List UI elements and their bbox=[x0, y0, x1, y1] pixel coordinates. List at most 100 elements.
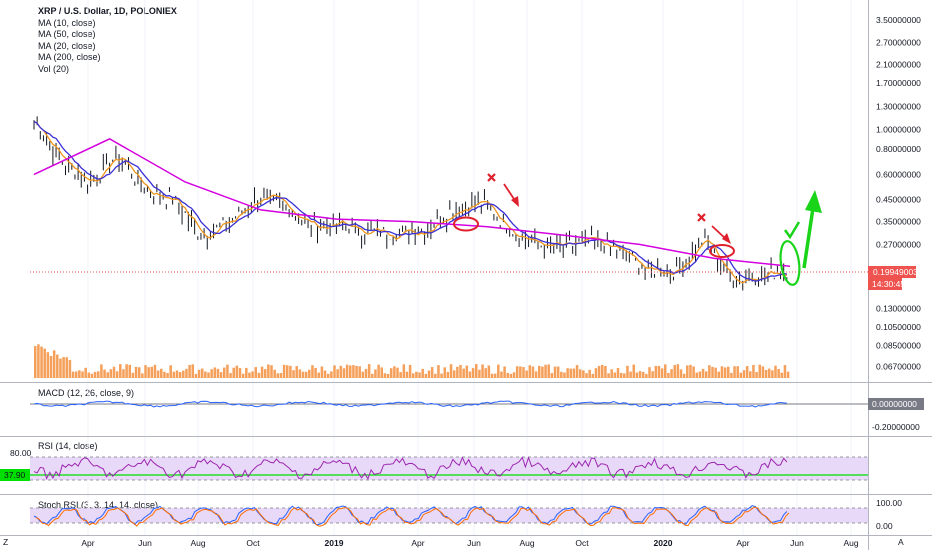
volume-bar-94 bbox=[330, 371, 333, 378]
volume-bar-108 bbox=[374, 369, 377, 378]
volume-bar-200 bbox=[664, 364, 667, 378]
volume-bar-72 bbox=[260, 366, 264, 378]
volume-bar-99 bbox=[345, 364, 349, 378]
macd-axis[interactable]: 0.00000000 -0.20000000 bbox=[868, 398, 924, 432]
rsi-band bbox=[30, 457, 868, 480]
volume-bar-65 bbox=[238, 367, 242, 378]
volume-bar-13 bbox=[74, 371, 78, 378]
volume-bar-238 bbox=[783, 365, 787, 378]
last-price-tag: 0.19949003 14:30:45 0. bbox=[868, 266, 918, 290]
volume-bar-0 bbox=[34, 346, 37, 378]
rsi-label[interactable]: RSI (14, close) bbox=[38, 441, 98, 451]
volume-bar-21 bbox=[100, 364, 103, 378]
rsi-line bbox=[33, 456, 788, 480]
volume-bar-115 bbox=[396, 367, 399, 378]
volume-bar-222 bbox=[733, 366, 736, 378]
legend-ma20[interactable]: MA (20, close) bbox=[38, 40, 96, 51]
price-tick-6: 0.80000000 bbox=[876, 144, 921, 154]
price-tick-10: 0.27000000 bbox=[876, 239, 921, 249]
volume-bar-117 bbox=[402, 364, 406, 378]
volume-bar-190 bbox=[632, 364, 636, 378]
volume-bar-29 bbox=[125, 364, 128, 378]
volume-bar-143 bbox=[484, 368, 487, 378]
legend-ma200[interactable]: MA (200, close) bbox=[38, 52, 101, 62]
volume-bar-40 bbox=[160, 368, 163, 378]
volume-bar-123 bbox=[421, 368, 424, 378]
volume-bar-93 bbox=[326, 373, 330, 378]
volume-bar-55 bbox=[207, 372, 210, 378]
stoch-tick-0: 0.00 bbox=[876, 521, 893, 531]
stoch-tick-100: 100.00 bbox=[876, 498, 902, 508]
volume-bar-103 bbox=[358, 366, 361, 378]
volume-bar-125 bbox=[427, 370, 431, 378]
stoch-label[interactable]: Stoch RSI (3, 3, 14, 14, close) bbox=[38, 500, 159, 510]
time-label-4: 2019 bbox=[325, 538, 344, 548]
volume-bar-196 bbox=[651, 371, 654, 378]
volume-bar-43 bbox=[169, 365, 172, 378]
volume-bar-98 bbox=[342, 368, 346, 378]
price-tick-13: 0.08500000 bbox=[876, 341, 921, 351]
red-x-marker bbox=[487, 173, 496, 182]
volume-bar-127 bbox=[434, 373, 437, 378]
volume-bar-162 bbox=[544, 364, 547, 378]
volume-bar-2 bbox=[40, 346, 43, 378]
volume-bar-136 bbox=[462, 368, 465, 378]
volume-bar-25 bbox=[112, 366, 116, 378]
legend-vol[interactable]: Vol (20) bbox=[38, 63, 70, 74]
timezone-button[interactable]: Z bbox=[3, 537, 8, 547]
volume-bar-194 bbox=[645, 373, 648, 378]
volume-bar-184 bbox=[613, 372, 617, 378]
volume-bar-23 bbox=[106, 372, 109, 378]
volume-bar-171 bbox=[572, 368, 576, 378]
volume-bar-61 bbox=[226, 364, 229, 378]
red-circle-marker bbox=[453, 216, 479, 232]
volume-bar-126 bbox=[430, 367, 434, 378]
time-label-10: Apr bbox=[736, 538, 749, 548]
macd-tick-0: 0.00000000 bbox=[872, 399, 917, 409]
time-label-1: Jun bbox=[138, 538, 152, 548]
price-tick-14: 0.06700000 bbox=[876, 361, 921, 371]
volume-bar-18 bbox=[90, 373, 94, 378]
red-circle-marker-2 bbox=[709, 244, 735, 258]
last-price-text: 0.19949003 bbox=[873, 267, 918, 277]
volume-bar-204 bbox=[676, 364, 680, 378]
volume-bar-11 bbox=[68, 360, 72, 378]
time-axis[interactable]: Apr Jun Aug Oct 2019 Apr Jun Aug Oct 2020 Apr Jun Au… bbox=[81, 538, 858, 548]
volume-bar-15 bbox=[81, 371, 84, 378]
volume-bar-201 bbox=[667, 372, 670, 378]
volume-bar-118 bbox=[405, 371, 409, 378]
volume-bar-35 bbox=[144, 365, 147, 378]
price-tick-3: 1.70000000 bbox=[876, 78, 921, 88]
volume-bar-104 bbox=[361, 371, 365, 378]
volume-bar-76 bbox=[273, 369, 276, 378]
volume-bar-183 bbox=[610, 369, 613, 378]
volume-bar-36 bbox=[147, 367, 150, 378]
volume-bar-199 bbox=[660, 368, 664, 378]
volume-bar-155 bbox=[522, 367, 525, 378]
ma20-line bbox=[33, 120, 788, 282]
volume-bar-135 bbox=[459, 364, 462, 378]
volume-bar-180 bbox=[601, 364, 604, 378]
legend-ma10[interactable]: MA (10, close) bbox=[38, 17, 96, 28]
auto-scale-button[interactable]: A bbox=[898, 537, 904, 547]
volume-bar-50 bbox=[191, 364, 195, 378]
volume-bar-56 bbox=[210, 369, 213, 378]
volume-bar-207 bbox=[686, 365, 689, 378]
volume-bar-129 bbox=[440, 373, 443, 378]
volume-bar-81 bbox=[289, 365, 292, 378]
volume-bar-233 bbox=[767, 368, 771, 378]
time-label-6: Jun bbox=[467, 538, 481, 548]
volume-bar-3 bbox=[43, 348, 46, 378]
volume-bar-109 bbox=[377, 364, 380, 378]
volume-bar-47 bbox=[182, 370, 185, 378]
volume-bar-163 bbox=[547, 364, 550, 378]
price-axis[interactable]: 3.50000000 2.70000000 2.10000000 1.70000000… bbox=[876, 15, 921, 371]
rsi-axis[interactable]: 80.00 37.90 bbox=[0, 448, 32, 481]
volume-bar-175 bbox=[585, 373, 588, 378]
stoch-axis[interactable]: 100.00 0.00 bbox=[876, 498, 902, 531]
macd-label[interactable]: MACD (12, 26, close, 9) bbox=[38, 388, 135, 398]
volume-bar-79 bbox=[282, 364, 286, 378]
legend-ma50[interactable]: MA (50, close) bbox=[38, 29, 96, 39]
macd-series bbox=[33, 400, 787, 408]
